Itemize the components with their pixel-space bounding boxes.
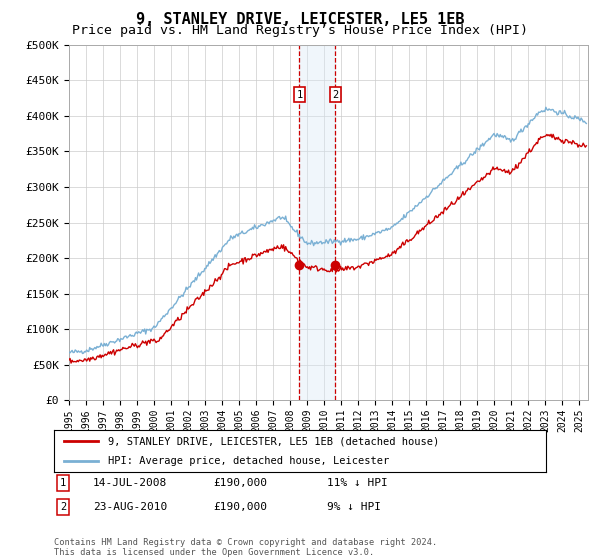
Text: 1: 1 (296, 90, 302, 100)
Text: £190,000: £190,000 (213, 502, 267, 512)
Text: 11% ↓ HPI: 11% ↓ HPI (327, 478, 388, 488)
Text: 9, STANLEY DRIVE, LEICESTER, LE5 1EB: 9, STANLEY DRIVE, LEICESTER, LE5 1EB (136, 12, 464, 27)
Text: 2: 2 (332, 90, 338, 100)
Text: 9% ↓ HPI: 9% ↓ HPI (327, 502, 381, 512)
Bar (299, 45, 335, 400)
Text: 1: 1 (60, 478, 66, 488)
Text: Contains HM Land Registry data © Crown copyright and database right 2024.
This d: Contains HM Land Registry data © Crown c… (54, 538, 437, 557)
Text: Price paid vs. HM Land Registry’s House Price Index (HPI): Price paid vs. HM Land Registry’s House … (72, 24, 528, 36)
Text: £190,000: £190,000 (213, 478, 267, 488)
Text: HPI: Average price, detached house, Leicester: HPI: Average price, detached house, Leic… (108, 456, 389, 466)
Text: 23-AUG-2010: 23-AUG-2010 (93, 502, 167, 512)
Text: 2: 2 (60, 502, 66, 512)
Text: 9, STANLEY DRIVE, LEICESTER, LE5 1EB (detached house): 9, STANLEY DRIVE, LEICESTER, LE5 1EB (de… (108, 436, 439, 446)
Text: 14-JUL-2008: 14-JUL-2008 (93, 478, 167, 488)
